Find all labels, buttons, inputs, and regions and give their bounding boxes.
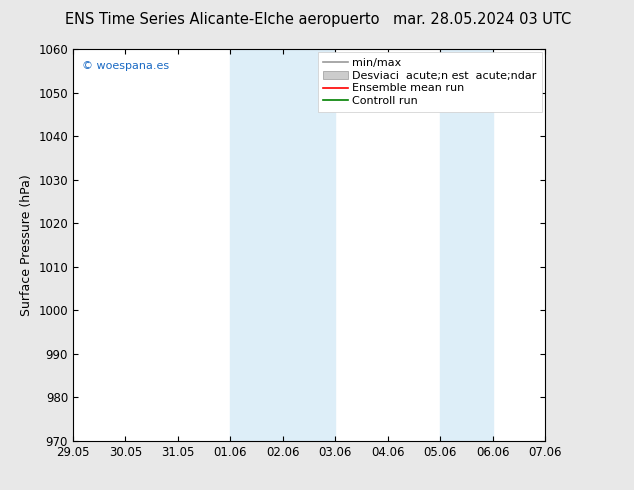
Text: © woespana.es: © woespana.es [82,61,169,71]
Y-axis label: Surface Pressure (hPa): Surface Pressure (hPa) [20,174,33,316]
Bar [440,49,493,441]
Text: ENS Time Series Alicante-Elche aeropuerto: ENS Time Series Alicante-Elche aeropuert… [65,12,379,27]
Legend: min/max, Desviaci  acute;n est  acute;ndar, Ensemble mean run, Controll run: min/max, Desviaci acute;n est acute;ndar… [318,52,542,112]
Text: mar. 28.05.2024 03 UTC: mar. 28.05.2024 03 UTC [392,12,571,27]
Bar [230,49,335,441]
